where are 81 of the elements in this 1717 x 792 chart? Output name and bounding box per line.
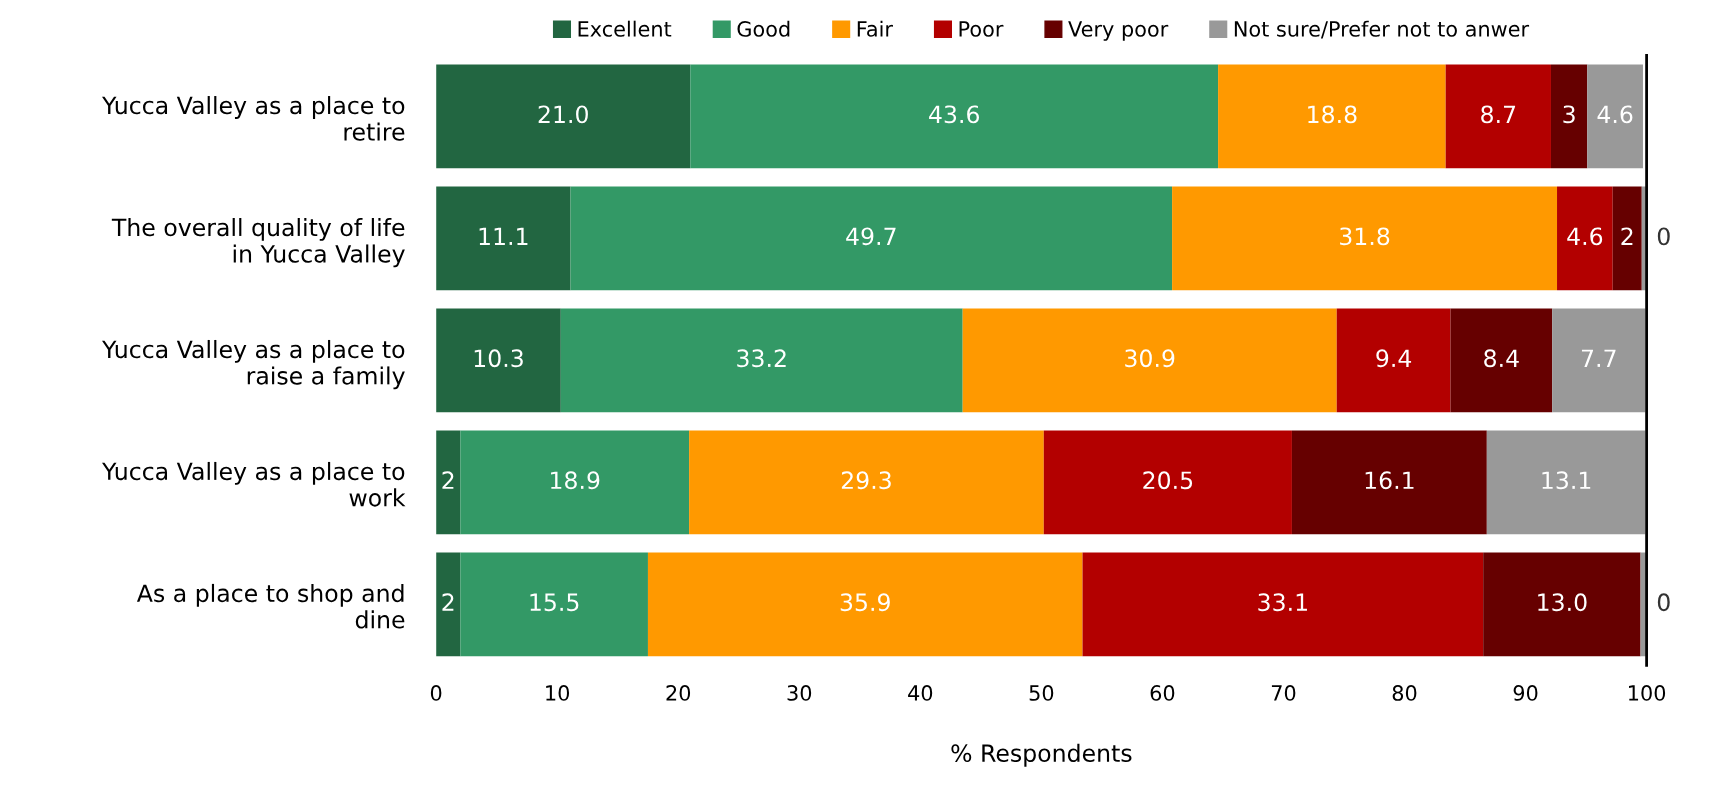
data-label: 18.9 xyxy=(551,471,600,490)
data-label: 16.1 xyxy=(1365,471,1414,490)
data-label: 7.7 xyxy=(1581,349,1616,367)
x-tick-label: 80 xyxy=(1392,685,1417,701)
data-label: 13.1 xyxy=(1542,471,1591,490)
data-label: 3 xyxy=(1563,105,1575,124)
x-tick-label: 100 xyxy=(1629,685,1666,701)
bar xyxy=(570,186,1173,291)
bar xyxy=(647,552,1083,657)
bar xyxy=(1587,64,1643,169)
data-label: 15.5 xyxy=(530,593,579,612)
legend-label: Very poor xyxy=(1068,21,1169,41)
data-label: 18.8 xyxy=(1308,105,1357,124)
data-label: 33.2 xyxy=(737,349,786,368)
bar xyxy=(1450,308,1553,413)
bar xyxy=(460,430,690,535)
data-label: 43.6 xyxy=(929,105,980,124)
bar xyxy=(1291,430,1487,535)
bar xyxy=(436,430,461,535)
data-label: 9.4 xyxy=(1376,349,1412,368)
data-label: 30.9 xyxy=(1125,349,1175,368)
x-tick-label: 70 xyxy=(1271,685,1296,701)
x-tick-label: 90 xyxy=(1513,685,1538,701)
data-label: 13.0 xyxy=(1538,593,1587,612)
data-label: 8.7 xyxy=(1481,105,1516,124)
bar xyxy=(689,430,1044,535)
x-tick-label: 40 xyxy=(908,685,933,701)
data-label: 2 xyxy=(442,471,454,489)
data-label: 2 xyxy=(1621,227,1633,245)
data-label: 21.0 xyxy=(538,105,588,124)
x-tick-label: 50 xyxy=(1029,685,1054,701)
data-label: 20.5 xyxy=(1143,471,1193,490)
bar xyxy=(1082,552,1484,657)
bar xyxy=(1218,64,1446,169)
y-tick-label: Yucca Valley as a place to raise a family xyxy=(102,339,405,390)
bar xyxy=(1483,552,1641,657)
data-label: 31.8 xyxy=(1340,227,1390,246)
legend-label: Excellent xyxy=(578,20,672,37)
bar xyxy=(436,64,691,169)
x-tick-label: 10 xyxy=(546,685,570,701)
bar xyxy=(1043,430,1292,535)
legend-label: Fair xyxy=(857,20,893,37)
bar xyxy=(1550,64,1588,169)
data-label: 35.9 xyxy=(840,593,890,612)
x-tick-label: 30 xyxy=(787,685,812,701)
data-label: 49.7 xyxy=(846,227,896,246)
y-tick-label: Yucca Valley as a place to work xyxy=(102,461,406,507)
data-label: 0 xyxy=(1657,593,1670,612)
y-tick-label: As a place to shop and dine xyxy=(136,583,405,629)
x-tick-label: 0 xyxy=(430,685,442,701)
legend-label: Poor xyxy=(959,21,1004,37)
bar xyxy=(560,308,963,413)
legend-label: Not sure/Prefer not to anwer xyxy=(1234,20,1530,39)
data-label: 4.6 xyxy=(1567,227,1603,246)
x-tick-label: 20 xyxy=(666,685,691,701)
data-label: 0 xyxy=(1657,227,1670,246)
bar xyxy=(1557,186,1613,291)
x-tick-label: 60 xyxy=(1150,685,1175,701)
data-label: 10.3 xyxy=(474,349,523,368)
data-label: 8.4 xyxy=(1484,349,1519,368)
data-label: 29.3 xyxy=(841,471,891,490)
y-tick-label: The overall quality of life in Yucca Valley xyxy=(111,218,405,268)
x-axis-title: % Respondents xyxy=(951,743,1132,767)
bar xyxy=(1445,64,1551,169)
bar xyxy=(436,186,571,291)
bar xyxy=(1336,308,1451,413)
bar xyxy=(1172,186,1558,291)
legend-label: Good xyxy=(737,20,790,37)
bar xyxy=(1486,430,1646,535)
data-label: 4.6 xyxy=(1597,105,1633,124)
y-tick-label: Yucca Valley as a place to retire xyxy=(102,96,405,141)
data-label: 11.1 xyxy=(479,227,528,245)
data-label: 2 xyxy=(442,593,454,611)
bar xyxy=(460,552,648,657)
bar xyxy=(690,64,1219,169)
data-label: 33.1 xyxy=(1258,593,1307,612)
bar xyxy=(1612,186,1642,291)
bar xyxy=(1552,308,1646,413)
bar xyxy=(962,308,1337,413)
bar xyxy=(436,308,561,413)
bar xyxy=(436,552,461,657)
